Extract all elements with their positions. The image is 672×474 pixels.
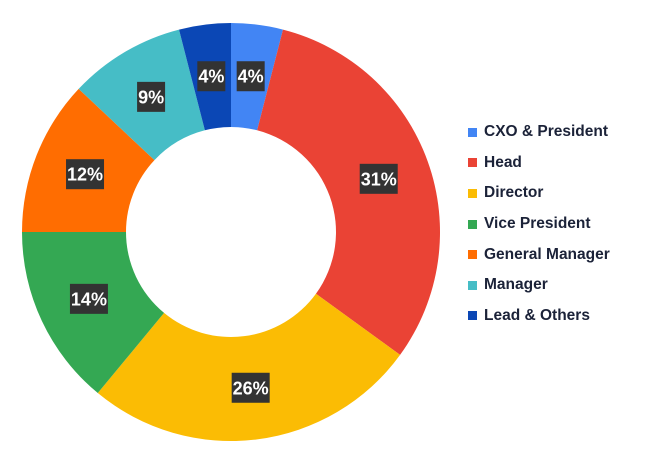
data-label: 9% xyxy=(137,81,166,112)
legend-swatch xyxy=(468,188,477,198)
data-label-box xyxy=(359,163,398,194)
data-label: 12% xyxy=(66,159,105,190)
slice-director xyxy=(97,293,401,441)
data-label-box xyxy=(236,61,265,92)
data-label-box xyxy=(197,61,226,92)
data-label-box xyxy=(66,159,105,190)
legend-label: CXO & President xyxy=(484,123,609,141)
legend-label: Lead & Others xyxy=(484,306,590,324)
data-label: 14% xyxy=(69,283,108,314)
legend-item: Lead & Others xyxy=(468,301,610,332)
legend-label: General Manager xyxy=(484,245,610,263)
legend-swatch xyxy=(468,127,477,137)
data-label-box xyxy=(137,81,166,112)
legend-swatch xyxy=(468,158,477,168)
data-label-text: 14% xyxy=(71,289,107,309)
legend-swatch xyxy=(468,280,477,290)
legend-item: Vice President xyxy=(468,209,610,240)
data-label: 31% xyxy=(359,163,398,194)
data-label: 26% xyxy=(231,372,270,403)
legend-item: General Manager xyxy=(468,239,610,270)
legend-label: Manager xyxy=(484,276,548,294)
data-label-box xyxy=(231,372,270,403)
data-label: 4% xyxy=(197,61,226,92)
legend-item: Director xyxy=(468,178,610,209)
legend: CXO & President Head Director Vice Presiden… xyxy=(468,117,610,331)
legend-swatch xyxy=(468,250,477,260)
legend-swatch xyxy=(468,311,477,321)
legend-item: CXO & President xyxy=(468,117,610,148)
data-label-box xyxy=(69,283,108,314)
data-label-text: 4% xyxy=(198,67,224,87)
legend-label: Vice President xyxy=(484,215,591,233)
data-label-text: 4% xyxy=(238,67,264,87)
legend-item: Manager xyxy=(468,270,610,301)
data-label-text: 31% xyxy=(361,169,397,189)
data-label-text: 26% xyxy=(233,378,269,398)
legend-item: Head xyxy=(468,148,610,179)
data-label: 4% xyxy=(236,61,265,92)
data-label-text: 9% xyxy=(138,87,164,107)
data-label-text: 12% xyxy=(67,165,103,185)
legend-swatch xyxy=(468,219,477,229)
slice-head xyxy=(257,29,440,355)
legend-label: Director xyxy=(484,184,544,202)
legend-label: Head xyxy=(484,153,522,171)
